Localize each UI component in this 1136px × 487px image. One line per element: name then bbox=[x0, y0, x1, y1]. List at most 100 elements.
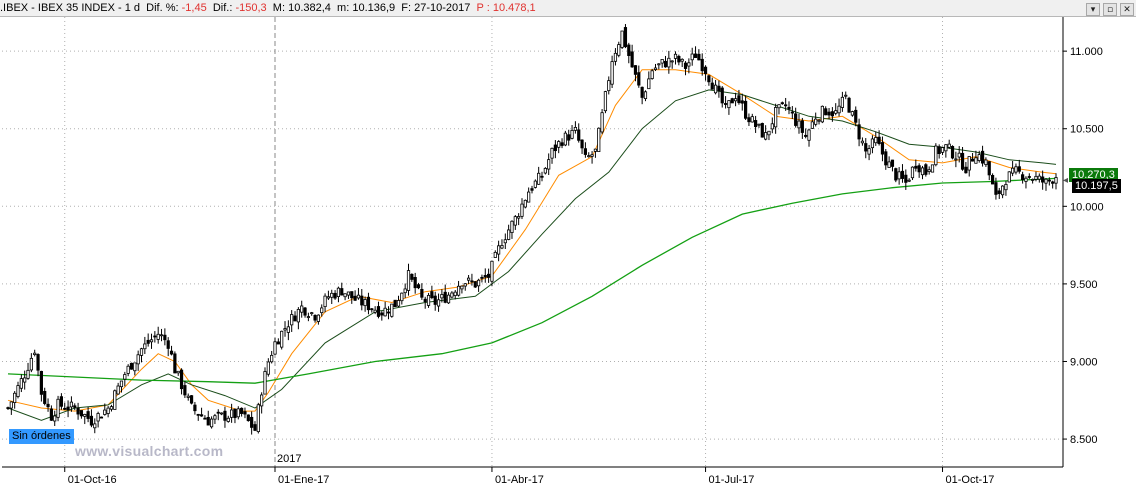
candle-body bbox=[69, 401, 74, 408]
candle-body bbox=[466, 277, 471, 281]
candle-body bbox=[764, 132, 768, 140]
candle-body bbox=[807, 129, 811, 141]
candle-body bbox=[537, 172, 541, 185]
candle-body bbox=[323, 295, 327, 308]
candle-body bbox=[420, 288, 424, 298]
candle-body bbox=[840, 96, 844, 108]
candle-body bbox=[73, 405, 77, 408]
candle-body bbox=[363, 299, 367, 307]
candle-body bbox=[203, 417, 207, 420]
last-price-label: 10.197,5 bbox=[1072, 179, 1121, 193]
candle-body bbox=[343, 293, 347, 298]
candle-body bbox=[837, 105, 841, 114]
candle-body bbox=[436, 299, 441, 307]
orders-status-badge[interactable]: Sin órdenes bbox=[9, 429, 74, 444]
candle-body bbox=[483, 275, 487, 278]
candle-body bbox=[153, 335, 157, 338]
candle-body bbox=[557, 141, 561, 148]
candle-body bbox=[690, 53, 694, 61]
candle-body bbox=[183, 385, 187, 396]
candle-body bbox=[416, 284, 421, 289]
maximize-button[interactable]: ▫ bbox=[1103, 3, 1117, 16]
candle-body bbox=[176, 370, 180, 374]
candle-body bbox=[857, 124, 861, 140]
candle-body bbox=[280, 330, 284, 348]
close-button[interactable]: ✕ bbox=[1120, 3, 1134, 16]
candle-body bbox=[83, 414, 87, 417]
candle-body bbox=[19, 378, 23, 389]
candle-body bbox=[717, 85, 721, 92]
candle-body bbox=[633, 65, 638, 75]
candle-body bbox=[917, 165, 921, 173]
candle-body bbox=[106, 407, 110, 414]
candle-body bbox=[947, 143, 951, 148]
candle-body bbox=[670, 60, 674, 63]
candle-body bbox=[333, 292, 337, 299]
candle-body bbox=[640, 86, 644, 98]
candle-body bbox=[760, 123, 764, 138]
candle-body bbox=[673, 53, 678, 59]
chart-header: .IBEX - IBEX 35 INDEX - 1 d Dif. %: -1,4… bbox=[0, 0, 1136, 17]
candle-body bbox=[189, 395, 194, 404]
candle-body bbox=[580, 139, 584, 149]
candle-body bbox=[9, 401, 13, 409]
candle-body bbox=[109, 406, 114, 410]
candle-body bbox=[794, 113, 798, 126]
candle-body bbox=[96, 413, 100, 422]
candle-body bbox=[653, 67, 658, 70]
dropdown-button[interactable]: ▾ bbox=[1086, 3, 1100, 16]
candle-body bbox=[220, 412, 224, 415]
x-tick-label: 01-Jul-17 bbox=[709, 474, 755, 486]
candle-body bbox=[256, 404, 260, 432]
candle-body bbox=[330, 292, 334, 298]
candle-body bbox=[610, 61, 614, 85]
candle-body bbox=[320, 307, 324, 314]
candle-body bbox=[400, 292, 404, 302]
candle-body bbox=[236, 408, 240, 418]
candle-body bbox=[166, 340, 170, 349]
price-label: P : bbox=[476, 2, 490, 14]
candle-body bbox=[850, 111, 855, 116]
candle-body bbox=[1007, 171, 1011, 183]
candle-body bbox=[940, 147, 945, 153]
candle-body bbox=[1017, 166, 1021, 172]
candle-body bbox=[370, 308, 374, 311]
candle-body bbox=[920, 167, 925, 176]
candle-body bbox=[844, 94, 848, 97]
candle-body bbox=[173, 353, 177, 374]
candle-body bbox=[216, 411, 220, 414]
candle-body bbox=[193, 404, 197, 412]
candle-body bbox=[159, 334, 164, 337]
candle-body bbox=[36, 354, 40, 371]
candle-body bbox=[547, 159, 551, 170]
candle-body bbox=[767, 130, 771, 136]
candle-body bbox=[927, 169, 931, 172]
candle-body bbox=[780, 102, 784, 105]
candle-body bbox=[527, 191, 531, 203]
candle-body bbox=[697, 53, 701, 61]
candle-body bbox=[286, 326, 290, 333]
candle-body bbox=[647, 78, 651, 90]
candle-body bbox=[86, 411, 90, 419]
candle-body bbox=[63, 407, 67, 410]
ma_fast-line bbox=[7, 69, 1057, 412]
candle-body bbox=[59, 396, 64, 407]
y-tick-label: 9.500 bbox=[1070, 279, 1098, 291]
candle-body bbox=[880, 142, 885, 155]
candle-body bbox=[503, 239, 507, 244]
candle-body bbox=[657, 63, 661, 66]
candle-body bbox=[567, 134, 571, 141]
candle-body bbox=[603, 91, 608, 112]
candle-body bbox=[874, 137, 878, 144]
candle-body bbox=[960, 152, 965, 170]
x-tick-label: 01-Ene-17 bbox=[278, 474, 329, 486]
watermark: www.visualchart.com bbox=[75, 443, 224, 459]
candle-body bbox=[440, 294, 444, 299]
candle-body bbox=[570, 129, 574, 139]
candle-body bbox=[737, 95, 741, 104]
candle-body bbox=[246, 414, 250, 422]
candle-body bbox=[1000, 185, 1005, 196]
candle-body bbox=[350, 291, 354, 299]
candle-body bbox=[540, 175, 544, 178]
